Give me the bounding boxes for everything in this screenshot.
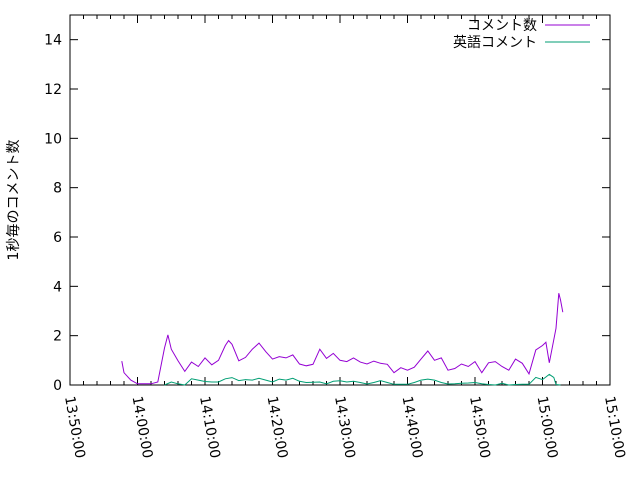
x-tick-label: 14:20:00 — [264, 395, 291, 460]
x-tick-label: 15:00:00 — [534, 395, 561, 460]
y-tick-label: 2 — [53, 329, 62, 345]
y-tick-label: 6 — [53, 230, 62, 246]
y-axis-label: 1秒毎のコメント数 — [6, 140, 22, 261]
x-tick-label: 14:50:00 — [466, 395, 493, 460]
y-tick-label: 12 — [44, 82, 62, 98]
series-line-2 — [164, 373, 561, 386]
plot-frame — [69, 14, 611, 386]
y-tick-label: 10 — [44, 131, 62, 147]
x-tick-label: 14:10:00 — [196, 395, 223, 460]
series-group — [121, 293, 564, 386]
x-tick-label: 14:00:00 — [129, 395, 156, 460]
x-tick-label: 13:50:00 — [61, 395, 88, 460]
y-tick-label: 4 — [53, 279, 62, 295]
legend-label: 英語コメント — [453, 34, 537, 51]
y-tick-label: 0 — [53, 378, 62, 394]
series-line-1 — [121, 293, 564, 385]
legend-label: コメント数 — [467, 18, 537, 34]
y-tick-label: 8 — [53, 181, 62, 197]
axes: 0 2 4 6 8 10 12 14 13:50:00 14:00:00 14:10:00 14:20… — [44, 14, 628, 460]
x-tick-label: 15:10:00 — [601, 395, 628, 460]
y-tick-label: 14 — [44, 33, 62, 49]
x-tick-label: 14:40:00 — [399, 395, 426, 460]
x-tick-label: 14:30:00 — [331, 395, 358, 460]
